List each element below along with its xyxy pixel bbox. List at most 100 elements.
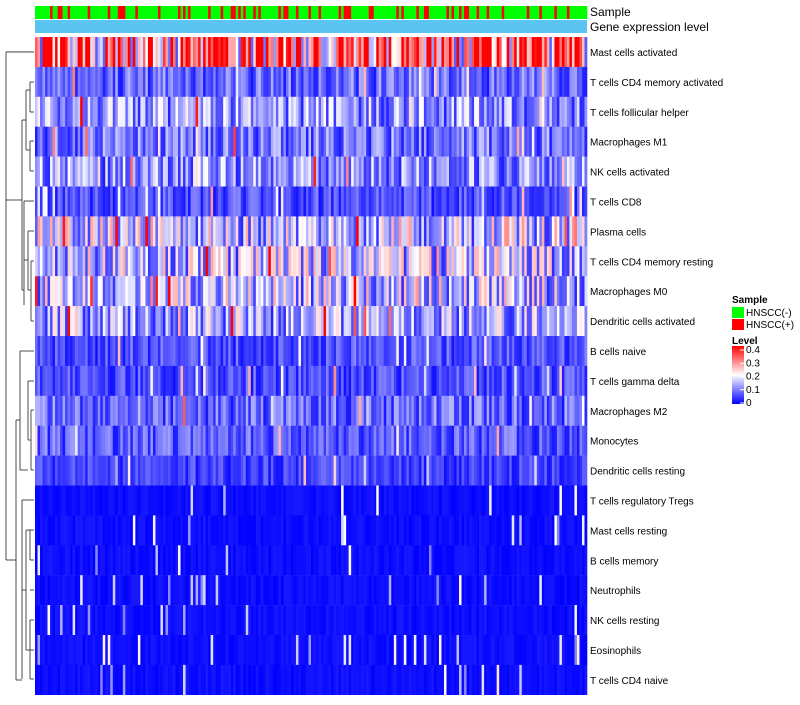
heatmap-cell: [376, 187, 379, 217]
heatmap-cell: [65, 366, 68, 396]
heatmap-cell: [339, 456, 342, 486]
heatmap-cell: [291, 575, 294, 605]
heatmap-cell: [286, 246, 289, 276]
heatmap-cell: [238, 67, 241, 97]
sample-annotation-cell: [419, 6, 422, 19]
heatmap-cell: [178, 665, 181, 695]
heatmap-cell: [351, 635, 354, 665]
heatmap-cell: [426, 276, 429, 306]
heatmap-cell: [334, 306, 337, 336]
sample-annotation-cell: [321, 6, 324, 19]
heatmap-cell: [477, 366, 480, 396]
heatmap-cell: [351, 545, 354, 575]
heatmap-cell: [532, 157, 535, 187]
heatmap-cell: [314, 486, 317, 516]
heatmap-cell: [236, 396, 239, 426]
heatmap-cell: [160, 456, 163, 486]
heatmap-cell: [562, 37, 565, 67]
heatmap-cell: [105, 157, 108, 187]
heatmap-cell: [472, 67, 475, 97]
heatmap-cell: [291, 306, 294, 336]
heatmap-cell: [441, 575, 444, 605]
heatmap-cell: [401, 456, 404, 486]
heatmap-cell: [80, 515, 83, 545]
heatmap-cell: [43, 456, 46, 486]
heatmap-cell: [567, 396, 570, 426]
heatmap-cell: [436, 246, 439, 276]
heatmap-cell: [68, 665, 71, 695]
heatmap-cell: [256, 276, 259, 306]
heatmap-cell: [321, 366, 324, 396]
heatmap-cell: [60, 456, 63, 486]
heatmap-cell: [100, 246, 103, 276]
sample-annotation-cell: [40, 6, 43, 19]
heatmap-cell: [371, 515, 374, 545]
heatmap-cell: [364, 187, 367, 217]
heatmap-cell: [45, 426, 48, 456]
heatmap-cell: [248, 545, 251, 575]
heatmap-cell: [170, 545, 173, 575]
sample-annotation-cell: [542, 6, 545, 19]
heatmap-cell: [80, 635, 83, 665]
heatmap-cell: [283, 635, 286, 665]
heatmap-cell: [334, 216, 337, 246]
heatmap-cell: [213, 545, 216, 575]
heatmap-cell: [552, 246, 555, 276]
heatmap-cell: [75, 157, 78, 187]
heatmap-cell: [40, 157, 43, 187]
heatmap-cell: [467, 545, 470, 575]
heatmap-cell: [113, 37, 116, 67]
heatmap-cell: [404, 545, 407, 575]
heatmap-cell: [206, 486, 209, 516]
heatmap-cell: [379, 127, 382, 157]
heatmap-cell: [401, 246, 404, 276]
heatmap-cell: [507, 426, 510, 456]
heatmap-cell: [281, 306, 284, 336]
heatmap-cell: [148, 396, 151, 426]
heatmap-cell: [467, 306, 470, 336]
heatmap-cell: [186, 545, 189, 575]
heatmap-cell: [203, 575, 206, 605]
heatmap-cell: [298, 575, 301, 605]
heatmap-cell: [68, 67, 71, 97]
heatmap-cell: [329, 486, 332, 516]
heatmap-cell: [499, 97, 502, 127]
heatmap-cell: [125, 426, 128, 456]
heatmap-cell: [263, 216, 266, 246]
heatmap-cell: [494, 127, 497, 157]
heatmap-cell: [424, 456, 427, 486]
sample-annotation-cell: [381, 6, 384, 19]
heatmap-cell: [68, 426, 71, 456]
heatmap-cell: [123, 605, 126, 635]
heatmap-cell: [326, 67, 329, 97]
heatmap-cell: [509, 127, 512, 157]
heatmap-cell: [539, 37, 542, 67]
heatmap-cell: [434, 456, 437, 486]
heatmap-cell: [386, 456, 389, 486]
heatmap-cell: [497, 67, 500, 97]
heatmap-cell: [53, 67, 56, 97]
heatmap-cell: [211, 37, 214, 67]
sample-annotation-cell: [296, 6, 299, 19]
heatmap-cell: [429, 67, 432, 97]
heatmap-cell: [467, 575, 470, 605]
heatmap-cell: [143, 605, 146, 635]
heatmap-cell: [371, 276, 374, 306]
heatmap-cell: [40, 605, 43, 635]
sample-annotation-cell: [176, 6, 179, 19]
heatmap-cell: [145, 366, 148, 396]
heatmap-cell: [559, 157, 562, 187]
heatmap-cell: [75, 515, 78, 545]
heatmap-cell: [301, 605, 304, 635]
sample-annotation-cell: [524, 6, 527, 19]
heatmap-cell: [391, 635, 394, 665]
heatmap-cell: [173, 187, 176, 217]
heatmap-cell: [484, 396, 487, 426]
heatmap-cell: [499, 157, 502, 187]
heatmap-cell: [482, 575, 485, 605]
sample-annotation-cell: [439, 6, 442, 19]
heatmap-cell: [296, 486, 299, 516]
heatmap-cell: [504, 456, 507, 486]
heatmap-cell: [384, 37, 387, 67]
heatmap-cell: [170, 336, 173, 366]
